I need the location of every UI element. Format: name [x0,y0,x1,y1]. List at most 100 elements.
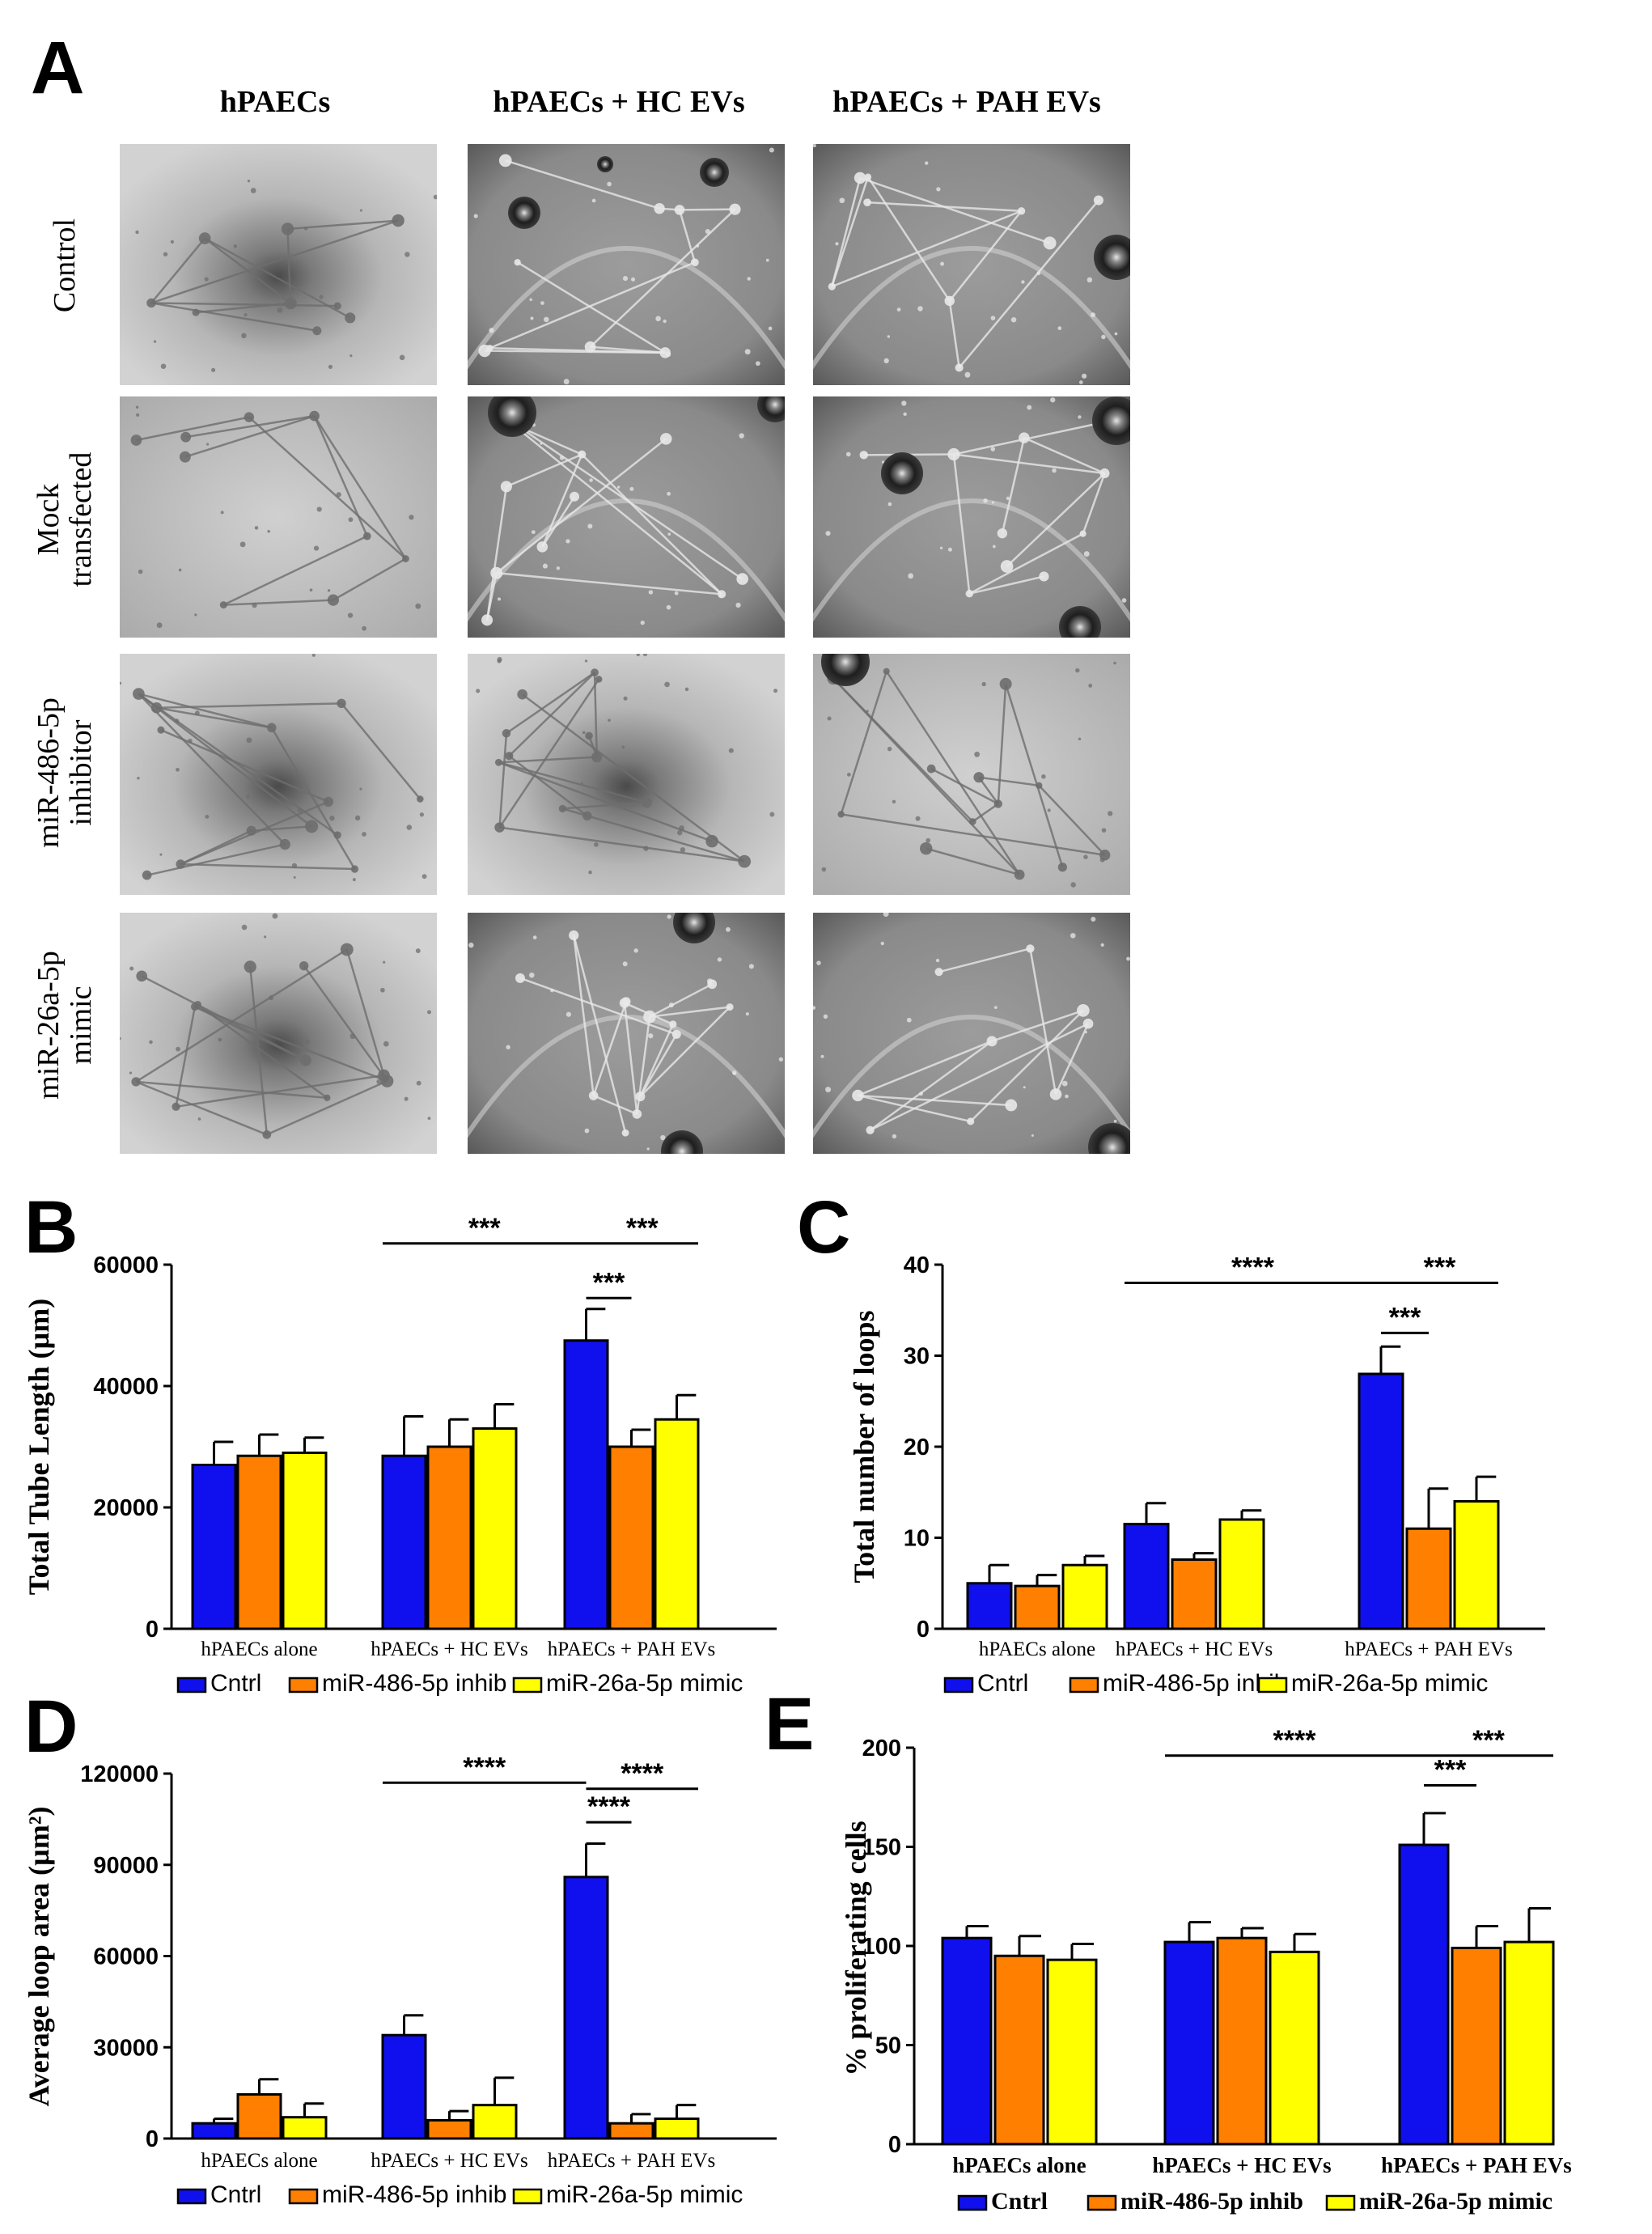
svg-text:Mock: Mock [32,484,66,556]
legend-label: Cntrl [991,2188,1048,2215]
y-axis-title: Average loop area (µm²) [23,1806,55,2106]
legend-swatch [512,1677,543,1694]
y-tick-label: 10 [904,1526,930,1552]
bar [1218,1518,1265,1630]
y-tick-label: 150 [862,1835,901,1861]
significance-label: **** [587,1791,631,1822]
category-label: hPAECs alone [979,1638,1095,1660]
y-tick-label: 20 [904,1435,930,1460]
micrograph-tile [468,144,785,385]
bar [1405,1527,1452,1630]
y-tick-label: 200 [862,1736,901,1761]
column-header-hc-evs: hPAECs + HC EVs [493,85,744,119]
significance-label: **** [463,1752,506,1783]
legend-label: miR-26a-5p mimic [546,2181,743,2208]
bar [608,1445,654,1630]
bar [191,1464,237,1630]
svg-text:inhibitor: inhibitor [64,719,98,825]
bar [381,2033,427,2140]
category-label: hPAECs alone [201,1638,317,1660]
legend-label: miR-486-5p inhib [1103,1670,1287,1697]
bar [1269,1950,1320,2146]
legend-swatch [943,1677,974,1694]
bar [1046,1958,1098,2146]
legend-label: miR-486-5p inhib [1120,2188,1303,2215]
legend-swatch [957,2194,988,2211]
y-tick-label: 50 [875,2033,901,2059]
micrograph-tile [468,396,785,638]
legend-label: miR-26a-5p mimic [1291,1670,1488,1697]
panel-letter: C [797,1186,850,1269]
row-label-mock-transfected: Mock transfected [32,452,98,587]
bar [236,2093,282,2140]
bar [426,1445,472,1630]
bar [472,2104,518,2140]
bar [1358,1372,1404,1630]
y-tick-label: 40000 [93,1374,159,1400]
y-tick-label: 100 [862,1934,901,1960]
y-tick-label: 90000 [93,1853,159,1879]
legend-label: miR-26a-5p mimic [1359,2188,1552,2215]
significance-label: **** [1231,1253,1275,1283]
bar [1451,1946,1502,2146]
chart-e: E % proliferating cells 0 50 100 150 200 hPAECs… [765,1683,1572,2215]
bar [654,2117,700,2140]
bar [563,1876,609,2140]
legend-swatch [176,1677,207,1694]
y-tick-label: 0 [888,2132,901,2158]
micrograph-tile [468,913,785,1154]
bar [426,2118,472,2140]
bar [282,2116,328,2140]
bar [608,2122,654,2140]
category-label: hPAECs + PAH EVs [1381,2153,1572,2177]
micrograph-tile [120,396,437,638]
legend-swatch [1257,1677,1288,1694]
bar [381,1454,427,1630]
micrograph-tile [813,913,1130,1154]
bar [1014,1584,1061,1630]
significance-label: *** [1472,1725,1505,1756]
category-label: hPAECs + HC EVs [1152,2153,1331,2177]
legend-label: Cntrl [210,1670,261,1697]
significance-label: *** [1389,1302,1421,1333]
legend-swatch [176,2188,207,2205]
category-label: hPAECs alone [952,2153,1086,2177]
bar [236,1454,282,1630]
y-tick-label: 20000 [93,1495,159,1521]
category-label: hPAECs + PAH EVs [1345,1638,1512,1660]
micrograph-tile [120,913,437,1154]
bar [191,2122,237,2140]
category-label: hPAECs + HC EVs [371,1638,527,1660]
legend-label: miR-486-5p inhib [322,2181,506,2208]
micrograph-tile [813,144,1130,385]
y-tick-label: 40 [904,1253,930,1278]
legend-label: Cntrl [977,1670,1028,1697]
y-tick-label: 60000 [93,1944,159,1970]
panel-a-letter: A [31,27,84,109]
bar [1503,1940,1555,2146]
legend-swatch [512,2188,543,2205]
bar [1453,1500,1500,1630]
bar [563,1339,609,1630]
micrograph-tile [468,654,785,895]
bar [966,1582,1013,1630]
legend-label: miR-486-5p inhib [322,1670,506,1697]
bar [472,1427,518,1630]
y-tick-label: 0 [917,1617,930,1643]
svg-text:miR-486-5p: miR-486-5p [32,697,66,848]
category-label: hPAECs alone [201,2150,317,2172]
micrograph-grid [120,144,1130,1154]
svg-text:transfected: transfected [64,452,98,587]
micrograph-tile [813,654,1130,895]
bar [1123,1523,1170,1630]
significance-label: **** [1273,1725,1317,1756]
y-tick-label: 0 [146,1617,159,1643]
bar [941,1936,993,2146]
y-tick-label: 30 [904,1344,930,1370]
chart-d: D Average loop area (µm²) 0 30000 60000 90000… [23,1685,777,2208]
svg-text:mimic: mimic [64,986,98,1064]
micrograph-tile [120,144,437,385]
category-label: hPAECs + PAH EVs [548,1638,715,1660]
significance-label: *** [626,1213,659,1244]
